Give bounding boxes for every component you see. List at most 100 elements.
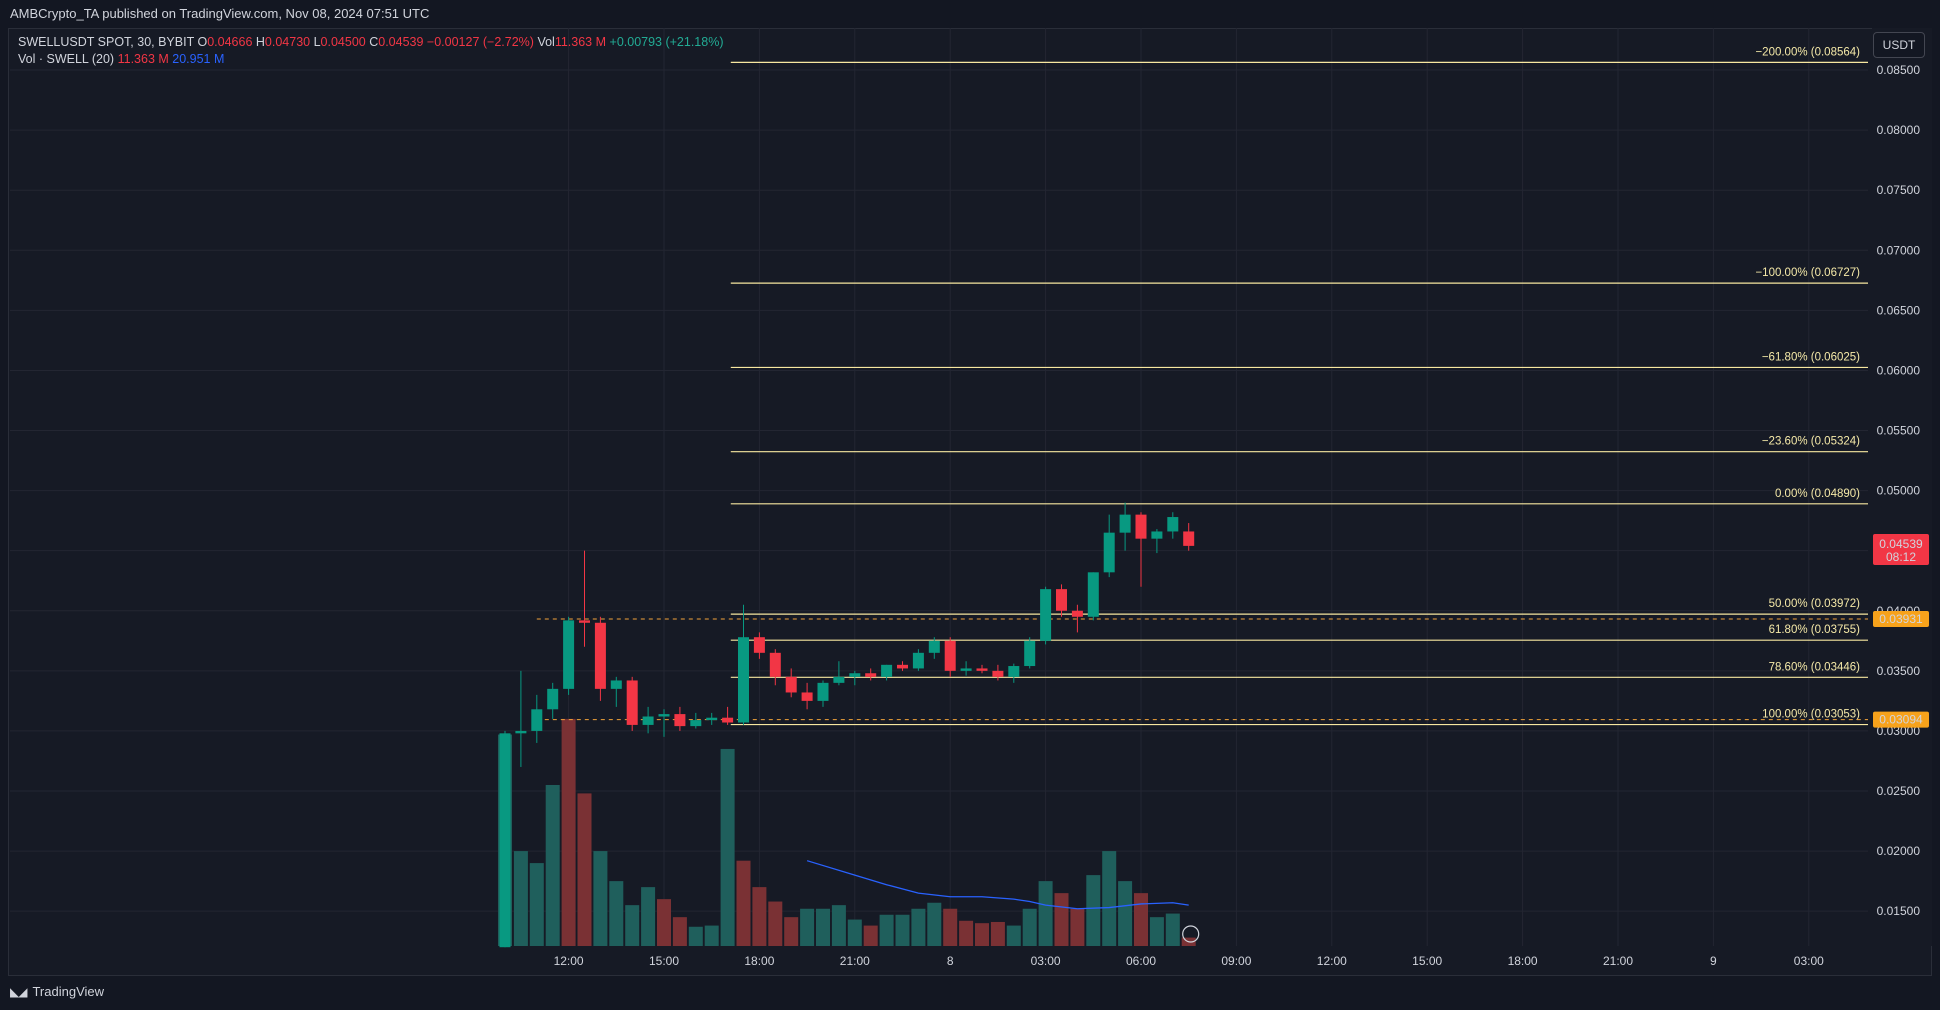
- open-value: 0.04666: [207, 35, 253, 49]
- candle-body: [912, 652, 924, 669]
- volume-bar: [959, 920, 974, 946]
- price-axis-tick: 0.06500: [1877, 303, 1921, 317]
- candle-body: [976, 668, 988, 671]
- candle-body: [1008, 666, 1020, 677]
- volume-bar: [1038, 881, 1053, 946]
- low-label: L: [313, 35, 321, 49]
- volume-bar: [1134, 893, 1148, 946]
- volume-bar: [990, 921, 1005, 946]
- published-text: AMBCrypto_TA published on TradingView.co…: [10, 6, 430, 21]
- price-axis-tick: 0.07000: [1877, 243, 1921, 257]
- time-axis-tick: 18:00: [1508, 954, 1538, 968]
- candle-body: [563, 620, 575, 689]
- candle-body: [928, 640, 940, 653]
- price-axis-tick: 0.06000: [1877, 363, 1921, 377]
- candle-body: [706, 717, 718, 721]
- volume-bar: [720, 748, 735, 946]
- candle-body: [690, 720, 702, 727]
- volume-bar: [513, 851, 528, 946]
- volume-bar: [847, 919, 862, 946]
- price-axis-tick: 0.03500: [1877, 664, 1921, 678]
- candle-body: [865, 673, 877, 677]
- low-value: 0.04500: [320, 35, 366, 49]
- open-label: O: [197, 35, 208, 49]
- tradingview-logo-icon: ◣◢: [10, 984, 27, 999]
- candle-body: [738, 637, 749, 723]
- price-axis-tick: 0.08000: [1877, 123, 1921, 137]
- candle-body: [658, 714, 670, 717]
- candle-body: [722, 717, 734, 723]
- volume-bar: [831, 905, 846, 946]
- candle-body: [1151, 531, 1163, 539]
- level-price-tag: [1873, 711, 1929, 728]
- vol-value: 11.363 M: [554, 35, 607, 49]
- candle-body: [1071, 610, 1083, 617]
- volume-bar: [800, 908, 815, 946]
- volume-bar: [784, 917, 799, 946]
- volume-bar: [911, 908, 926, 946]
- tradingview-logo[interactable]: ◣◢ TradingView: [10, 984, 104, 999]
- fib-level-label: −23.60% (0.05324): [1762, 436, 1860, 448]
- volume-bar: [657, 899, 671, 946]
- volume-bar: [768, 901, 783, 946]
- fib-level-label: −100.00% (0.06727): [1755, 267, 1860, 279]
- price-axis-tick: 0.08500: [1877, 63, 1921, 77]
- volume-bar: [816, 908, 830, 946]
- candle-countdown: 08:12: [1886, 550, 1916, 564]
- volume-indicator-label[interactable]: Vol · SWELL (20): [18, 52, 115, 66]
- tradingview-brand: TradingView: [32, 984, 105, 999]
- candle-body: [674, 714, 686, 727]
- candle-body: [769, 652, 781, 677]
- close-label: C: [369, 35, 379, 49]
- fib-level-label: 0.00% (0.04890): [1775, 488, 1860, 500]
- published-header: AMBCrypto_TA published on TradingView.co…: [0, 0, 1940, 28]
- price-axis-tick: 0.05500: [1877, 424, 1921, 438]
- candle-body: [1087, 572, 1099, 617]
- volume-bar: [879, 914, 894, 946]
- level-price-tag-label: 0.03094: [1879, 713, 1923, 727]
- volume-bar: [1165, 913, 1180, 946]
- volume-bar: [1006, 925, 1021, 946]
- candle-body: [1040, 589, 1052, 641]
- high-label: H: [255, 35, 265, 49]
- price-axis-tick: 0.02000: [1877, 844, 1921, 858]
- candle-body: [801, 692, 813, 701]
- symbol-label[interactable]: SWELLUSDT SPOT, 30, BYBIT: [18, 35, 194, 49]
- volume-bar: [927, 902, 942, 946]
- level-price-tag: [1873, 611, 1929, 628]
- chart-area[interactable]: [8, 28, 1932, 976]
- candle-body: [531, 709, 543, 731]
- high-value: 0.04730: [264, 35, 311, 49]
- fib-level-label: −61.80% (0.06025): [1762, 351, 1860, 363]
- candle-body: [547, 688, 559, 710]
- time-axis-tick: 09:00: [1221, 954, 1251, 968]
- candle-body: [753, 637, 765, 653]
- price-axis-tick: 0.05000: [1877, 484, 1921, 498]
- volume-bar: [641, 887, 656, 946]
- volume-bar: [593, 851, 608, 946]
- candle-body: [515, 730, 527, 734]
- chart-legend: SWELLUSDT SPOT, 30, BYBIT O0.04666 H0.04…: [18, 34, 724, 68]
- candle-body: [610, 680, 622, 689]
- time-axis-tick: 12:00: [554, 954, 584, 968]
- volume-bar: [529, 863, 544, 946]
- volume-bar: [1086, 875, 1101, 946]
- change-value: −0.00127 (−2.72%): [426, 35, 534, 49]
- volume-bar: [863, 925, 878, 946]
- volume-indicator-row: Vol · SWELL (20) 11.363 M 20.951 M: [18, 51, 724, 68]
- candle-body: [499, 733, 511, 948]
- fib-level-label: 100.00% (0.03053): [1762, 709, 1860, 721]
- currency-button[interactable]: USDT: [1873, 32, 1925, 58]
- candle-body: [579, 620, 590, 623]
- volume-bar: [672, 917, 687, 946]
- candle-body: [594, 622, 606, 689]
- time-axis-tick: 12:00: [1317, 954, 1347, 968]
- volume-bar: [609, 881, 624, 946]
- time-axis-tick: 21:00: [1603, 954, 1633, 968]
- candle-body: [1056, 589, 1067, 611]
- volume-ma-line: [806, 860, 1189, 910]
- volume-bar: [975, 923, 989, 946]
- price-axis-tick: 0.01500: [1877, 904, 1921, 918]
- current-price-label: 0.04539: [1879, 537, 1923, 551]
